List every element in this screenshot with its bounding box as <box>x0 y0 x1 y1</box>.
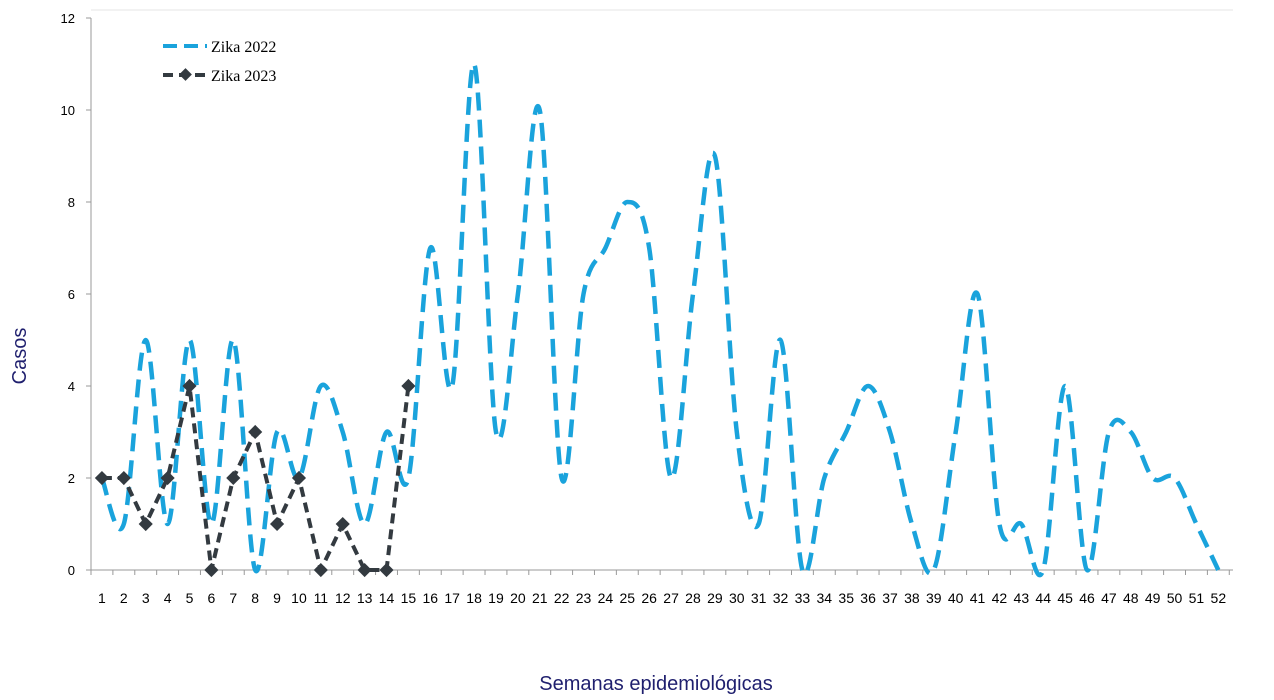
x-tick-label: 1 <box>98 590 106 606</box>
legend-label-zika-2023: Zika 2023 <box>211 68 276 85</box>
y-tick-label: 6 <box>68 287 75 302</box>
x-tick-label: 14 <box>379 590 395 606</box>
x-tick-label: 33 <box>795 590 811 606</box>
data-point-zika-2023 <box>116 470 131 486</box>
x-tick-label: 50 <box>1167 590 1183 606</box>
y-axis-label: Casos <box>9 328 31 385</box>
data-point-zika-2023 <box>313 562 328 578</box>
x-tick-label: 41 <box>970 590 986 606</box>
x-tick-label: 52 <box>1211 590 1227 606</box>
x-tick-label: 37 <box>882 590 898 606</box>
x-tick-label: 40 <box>948 590 964 606</box>
x-tick-label: 17 <box>444 590 460 606</box>
series-line-zika-2022 <box>99 61 1221 578</box>
y-tick-label: 0 <box>68 563 75 578</box>
legend-item-zika-2023: Zika 2023 <box>163 68 276 85</box>
x-tick-label: 45 <box>1057 590 1073 606</box>
legend-marker-zika-2023 <box>179 68 192 81</box>
x-axis-label: Semanas epidemiológicas <box>539 673 772 695</box>
x-tick-label: 28 <box>685 590 701 606</box>
data-point-zika-2023 <box>94 470 110 486</box>
x-tick-label: 51 <box>1189 590 1205 606</box>
x-tick-label: 6 <box>207 590 215 606</box>
x-tick-label: 36 <box>860 590 876 606</box>
y-tick-label: 2 <box>68 471 75 486</box>
y-tick-label: 12 <box>61 11 75 26</box>
x-tick-label: 9 <box>273 590 281 606</box>
x-ticks: 1 2 3 4 5 6 7 8 9 10 11 12 13 14 15 16 17 18 19 20 21 22 23 24 2… <box>90 570 1230 606</box>
x-tick-label: 7 <box>229 590 237 606</box>
y-tick-label: 4 <box>68 379 75 394</box>
x-tick-label: 16 <box>423 590 439 606</box>
x-tick-label: 20 <box>510 590 526 606</box>
series-zika-2023 <box>94 378 416 578</box>
series-line-zika-2023 <box>101 385 411 576</box>
x-tick-label: 11 <box>314 590 329 606</box>
x-tick-label: 15 <box>401 590 417 606</box>
x-tick-label: 8 <box>251 590 259 606</box>
series-layer <box>94 61 1221 578</box>
x-tick-label: 44 <box>1035 590 1051 606</box>
x-tick-label: 38 <box>904 590 920 606</box>
series-zika-2022 <box>99 61 1221 578</box>
x-tick-label: 22 <box>554 590 570 606</box>
data-point-zika-2023 <box>204 562 219 578</box>
x-tick-label: 2 <box>120 590 128 606</box>
x-tick-label: 18 <box>466 590 482 606</box>
x-tick-label: 3 <box>142 590 150 606</box>
x-tick-label: 10 <box>291 590 307 606</box>
x-tick-label: 5 <box>186 590 194 606</box>
data-point-zika-2023 <box>291 470 307 486</box>
x-tick-label: 35 <box>838 590 854 606</box>
x-tick-label: 31 <box>751 590 767 606</box>
x-tick-label: 27 <box>663 590 679 606</box>
data-point-zika-2023 <box>248 424 263 440</box>
y-ticks: 0 2 4 6 8 10 12 <box>61 11 91 578</box>
x-tick-label: 48 <box>1123 590 1139 606</box>
x-tick-label: 47 <box>1101 590 1117 606</box>
x-tick-label: 30 <box>729 590 745 606</box>
legend-item-zika-2022: Zika 2022 <box>163 39 276 56</box>
x-tick-label: 24 <box>598 590 614 606</box>
y-tick-label: 10 <box>61 103 75 118</box>
data-point-zika-2023 <box>226 470 241 486</box>
data-point-zika-2023 <box>270 516 285 532</box>
x-tick-label: 25 <box>620 590 636 606</box>
data-point-zika-2023 <box>335 516 350 532</box>
data-point-zika-2023 <box>138 516 153 532</box>
data-point-zika-2023 <box>357 562 372 578</box>
x-tick-label: 23 <box>576 590 592 606</box>
x-tick-label: 29 <box>707 590 723 606</box>
x-tick-label: 49 <box>1145 590 1161 606</box>
x-tick-label: 32 <box>773 590 789 606</box>
y-tick-label: 8 <box>68 195 75 210</box>
x-tick-label: 19 <box>488 590 504 606</box>
x-tick-label: 34 <box>817 590 833 606</box>
x-tick-label: 46 <box>1079 590 1095 606</box>
x-tick-label: 12 <box>335 590 351 606</box>
data-point-zika-2023 <box>379 562 394 578</box>
x-tick-label: 26 <box>641 590 657 606</box>
x-tick-label: 4 <box>164 590 172 606</box>
data-point-zika-2023 <box>401 378 416 394</box>
x-tick-label: 21 <box>532 590 548 606</box>
x-tick-label: 43 <box>1014 590 1030 606</box>
x-tick-label: 39 <box>926 590 942 606</box>
legend: Zika 2022 Zika 2023 <box>163 39 276 85</box>
legend-label-zika-2022: Zika 2022 <box>211 39 276 56</box>
x-tick-label: 13 <box>357 590 373 606</box>
x-tick-label: 42 <box>992 590 1008 606</box>
